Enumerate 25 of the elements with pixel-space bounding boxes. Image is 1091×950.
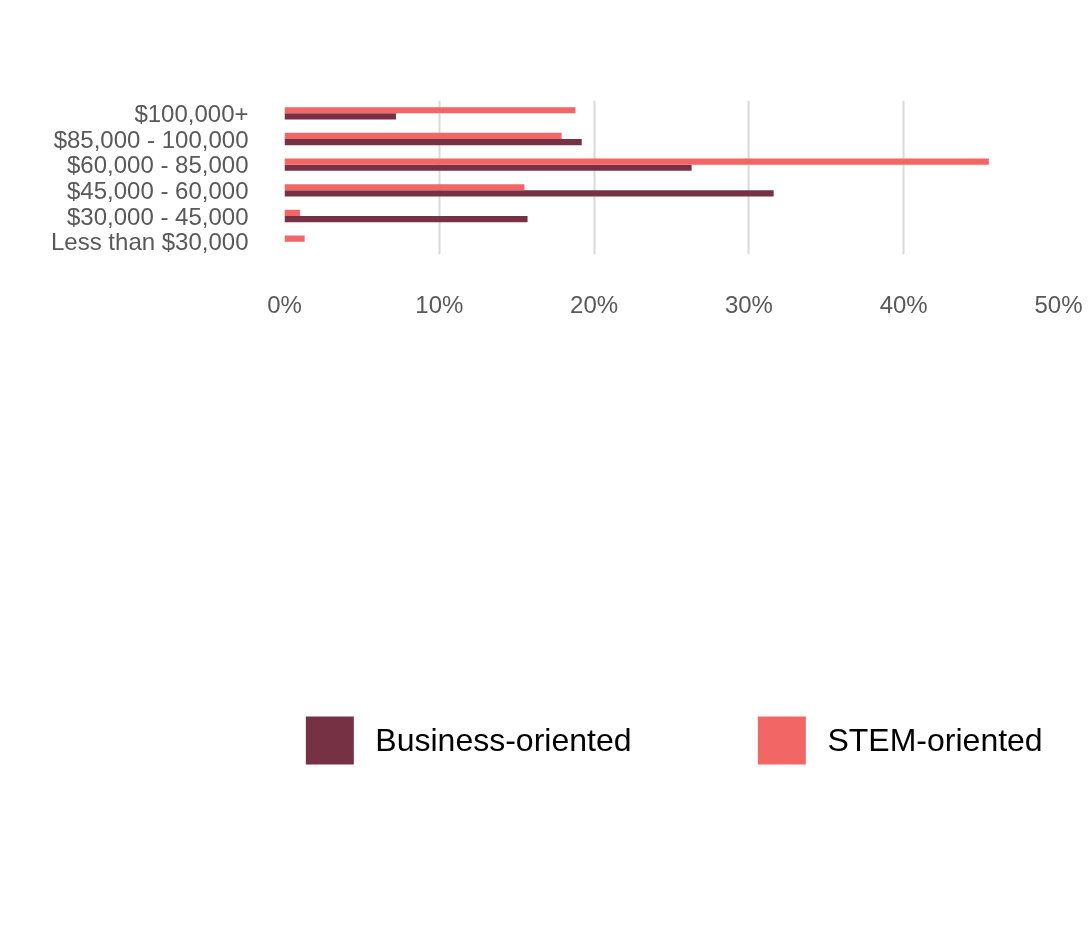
legend-label: STEM-oriented	[827, 721, 1043, 759]
bar	[284, 209, 300, 216]
y-tick-label: Less than $30,000	[51, 228, 249, 256]
bar	[284, 184, 525, 191]
x-tick-label: 10%	[415, 290, 464, 318]
bar	[284, 235, 305, 242]
bar	[284, 164, 692, 171]
bar	[284, 190, 774, 197]
x-tick-label: 20%	[570, 290, 619, 318]
x-tick-label: 40%	[879, 290, 928, 318]
y-tick-label: $100,000+	[134, 99, 249, 127]
x-tick-label: 50%	[1034, 290, 1083, 318]
y-tick-label: $30,000 - 45,000	[67, 202, 249, 230]
bar	[284, 139, 582, 146]
y-tick-label: $85,000 - 100,000	[53, 125, 249, 153]
y-tick-label: $60,000 - 85,000	[67, 151, 249, 179]
x-tick-label: 0%	[267, 290, 302, 318]
bar	[284, 132, 562, 139]
bar	[284, 158, 989, 165]
bar	[284, 216, 528, 223]
bar	[284, 107, 576, 114]
legend-label: Business-oriented	[375, 721, 632, 759]
bar	[284, 113, 396, 120]
x-tick-label: 30%	[724, 290, 773, 318]
y-tick-label: $45,000 - 60,000	[67, 176, 249, 204]
